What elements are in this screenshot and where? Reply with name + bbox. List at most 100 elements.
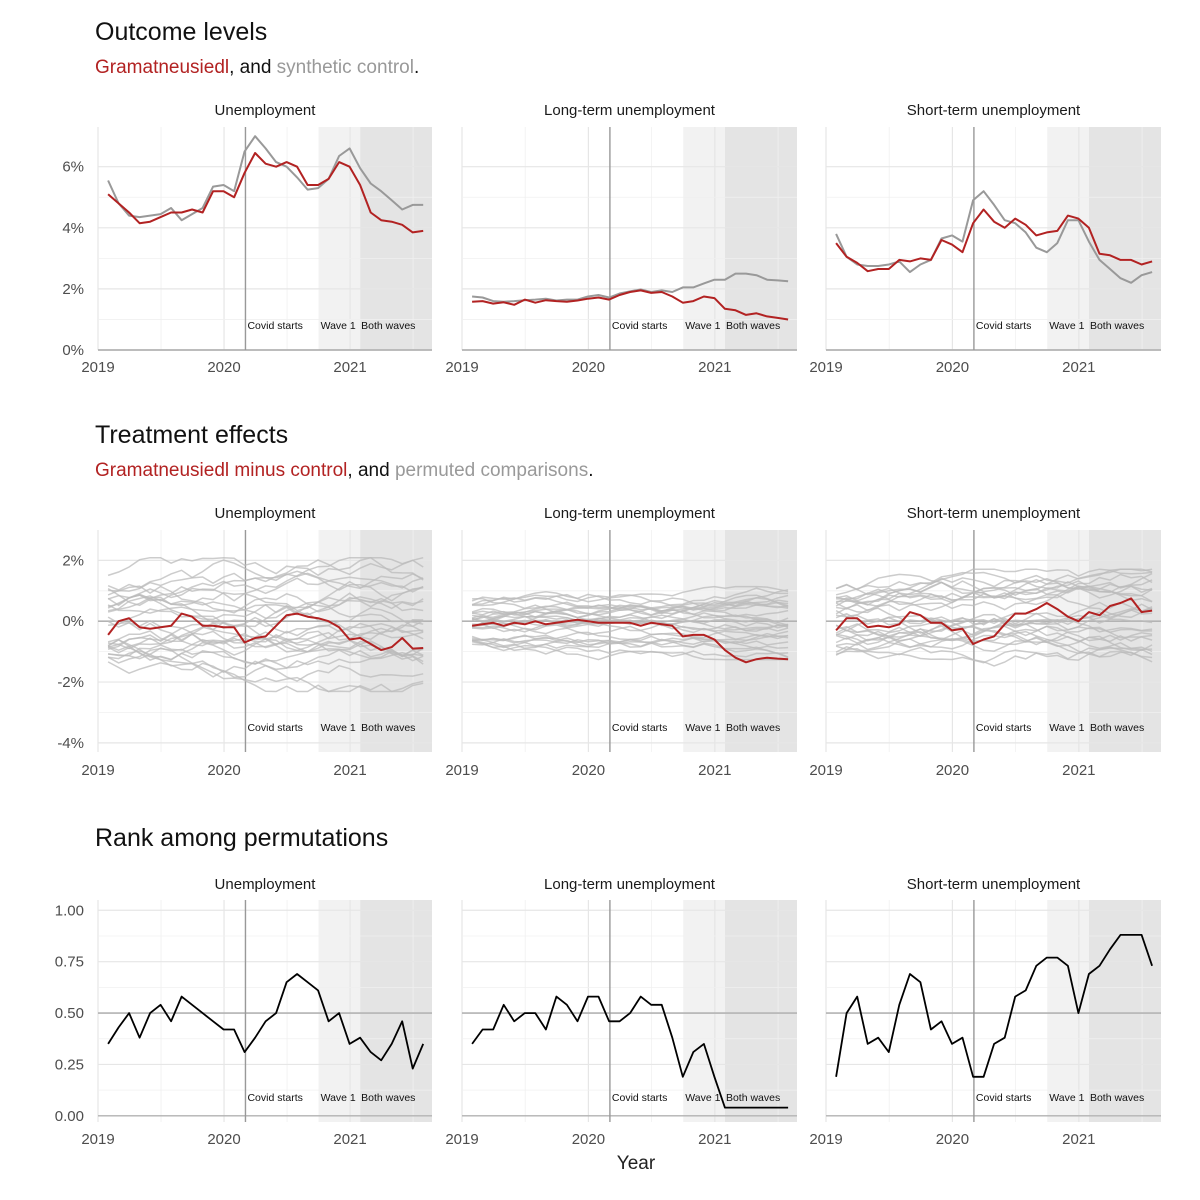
x-tick-label: 2020 — [572, 359, 605, 376]
facet-label: Short-term unemployment — [907, 505, 1081, 522]
series-line-rank — [107, 973, 425, 1070]
facet-label: Unemployment — [215, 102, 317, 119]
permutation-line — [835, 568, 1153, 605]
x-tick-label: 2020 — [572, 762, 605, 779]
covid-label: Covid starts — [976, 320, 1031, 332]
permutation-line — [835, 625, 1153, 653]
y-tick-label: 0.25 — [55, 1056, 84, 1073]
y-tick-label: -4% — [57, 735, 84, 752]
permutation-line — [471, 589, 789, 620]
permutation-line — [107, 587, 424, 612]
x-axis-title: Year — [616, 1153, 656, 1174]
x-tick-label: 2020 — [207, 1131, 240, 1148]
wave1-label: Wave 1 — [685, 722, 720, 734]
x-tick-label: 2019 — [809, 359, 842, 376]
permutation-line — [471, 602, 789, 619]
facet-label: Unemployment — [215, 505, 317, 522]
section-title-rank: Rank among permutations — [95, 824, 389, 852]
permutation-line — [835, 626, 1153, 656]
subtitle-treated-text: Gramatneusiedl minus control — [95, 460, 348, 481]
panel-2-2: Covid starts Wave 1 Both waves Short-term u… — [809, 876, 1161, 1148]
both-waves-band — [724, 127, 797, 350]
wave1-band — [318, 127, 361, 350]
wave1-band — [683, 127, 725, 350]
permutation-line — [835, 603, 1153, 642]
both-waves-band — [724, 900, 797, 1122]
both-waves-band — [360, 127, 432, 350]
permutation-line — [107, 559, 424, 591]
permutation-line — [107, 606, 424, 651]
x-tick-label: 2020 — [572, 1131, 605, 1148]
wave1-label: Wave 1 — [321, 320, 356, 332]
permutation-line — [835, 568, 1153, 593]
panel-0-2: Covid starts Wave 1 Both waves Short-term u… — [809, 102, 1161, 376]
both-waves-label: Both waves — [1090, 722, 1144, 734]
wave1-label: Wave 1 — [685, 1092, 720, 1104]
permutation-line — [107, 647, 424, 693]
y-tick-label: 1.00 — [55, 902, 84, 919]
panel-1-1: Covid starts Wave 1 Both waves Long-term un… — [445, 505, 797, 779]
permutation-line — [835, 607, 1153, 633]
both-waves-label: Both waves — [1090, 1092, 1144, 1104]
subtitle-control-text: permuted comparisons — [394, 460, 589, 481]
permutation-line — [835, 625, 1153, 658]
both-waves-label: Both waves — [361, 1092, 415, 1104]
both-waves-label: Both waves — [361, 320, 415, 332]
permutation-line — [835, 577, 1153, 596]
permutation-line — [835, 572, 1153, 615]
y-tick-label: 4% — [62, 220, 84, 237]
x-tick-label: 2020 — [936, 359, 969, 376]
subtitle-end-text: . — [413, 57, 420, 78]
both-waves-band — [1088, 127, 1161, 350]
x-tick-label: 2021 — [1062, 762, 1095, 779]
y-tick-label: 0% — [62, 342, 84, 359]
permutation-line — [836, 594, 1153, 613]
y-tick-label: 0% — [62, 613, 84, 630]
permutation-line — [836, 573, 1153, 606]
x-tick-label: 2019 — [809, 762, 842, 779]
x-tick-label: 2021 — [333, 762, 366, 779]
panel-2-0: Covid starts Wave 1 Both waves Unemployment… — [55, 876, 432, 1148]
wave1-band — [1047, 127, 1089, 350]
subtitle-join-text: , and — [229, 57, 277, 78]
section-subtitle-effects: Gramatneusiedl minus control, and permut… — [95, 460, 593, 482]
series-line-treated — [107, 152, 424, 234]
y-tick-label: -2% — [57, 674, 84, 691]
x-tick-label: 2021 — [1062, 359, 1095, 376]
permutation-line — [472, 590, 789, 607]
y-tick-label: 2% — [62, 552, 84, 569]
facet-label: Unemployment — [215, 876, 317, 893]
permutation-line — [471, 638, 789, 659]
both-waves-label: Both waves — [726, 722, 780, 734]
series-line-control — [835, 190, 1153, 284]
subtitle-end-text: . — [588, 460, 594, 481]
permutation-line — [835, 616, 1153, 646]
y-tick-label: 0.75 — [55, 954, 84, 971]
covid-label: Covid starts — [612, 1092, 667, 1104]
both-waves-label: Both waves — [726, 320, 780, 332]
wave1-label: Wave 1 — [1049, 320, 1084, 332]
permutation-line — [107, 556, 424, 602]
x-tick-label: 2019 — [445, 359, 478, 376]
permutation-line — [107, 626, 424, 661]
series-line-treated — [472, 289, 789, 321]
facet-label: Short-term unemployment — [907, 102, 1081, 119]
x-tick-label: 2019 — [81, 1131, 114, 1148]
both-waves-label: Both waves — [726, 1092, 780, 1104]
facet-label: Long-term unemployment — [544, 505, 716, 522]
panel-2-1: Covid starts Wave 1 Both waves Long-term un… — [445, 876, 797, 1148]
x-tick-label: 2019 — [81, 762, 114, 779]
y-tick-label: 2% — [62, 281, 84, 298]
permutation-line — [472, 587, 789, 616]
x-tick-label: 2019 — [445, 1131, 478, 1148]
section-title-levels: Outcome levels — [95, 18, 268, 46]
both-waves-band — [1088, 530, 1161, 752]
series-line-treated — [471, 618, 789, 664]
wave1-band — [1047, 900, 1089, 1122]
permutation-line — [471, 641, 789, 658]
x-tick-label: 2019 — [81, 359, 114, 376]
subtitle-control-text: synthetic control — [276, 57, 414, 78]
covid-label: Covid starts — [247, 320, 302, 332]
permutation-line — [108, 585, 424, 641]
facet-label: Long-term unemployment — [544, 102, 716, 119]
